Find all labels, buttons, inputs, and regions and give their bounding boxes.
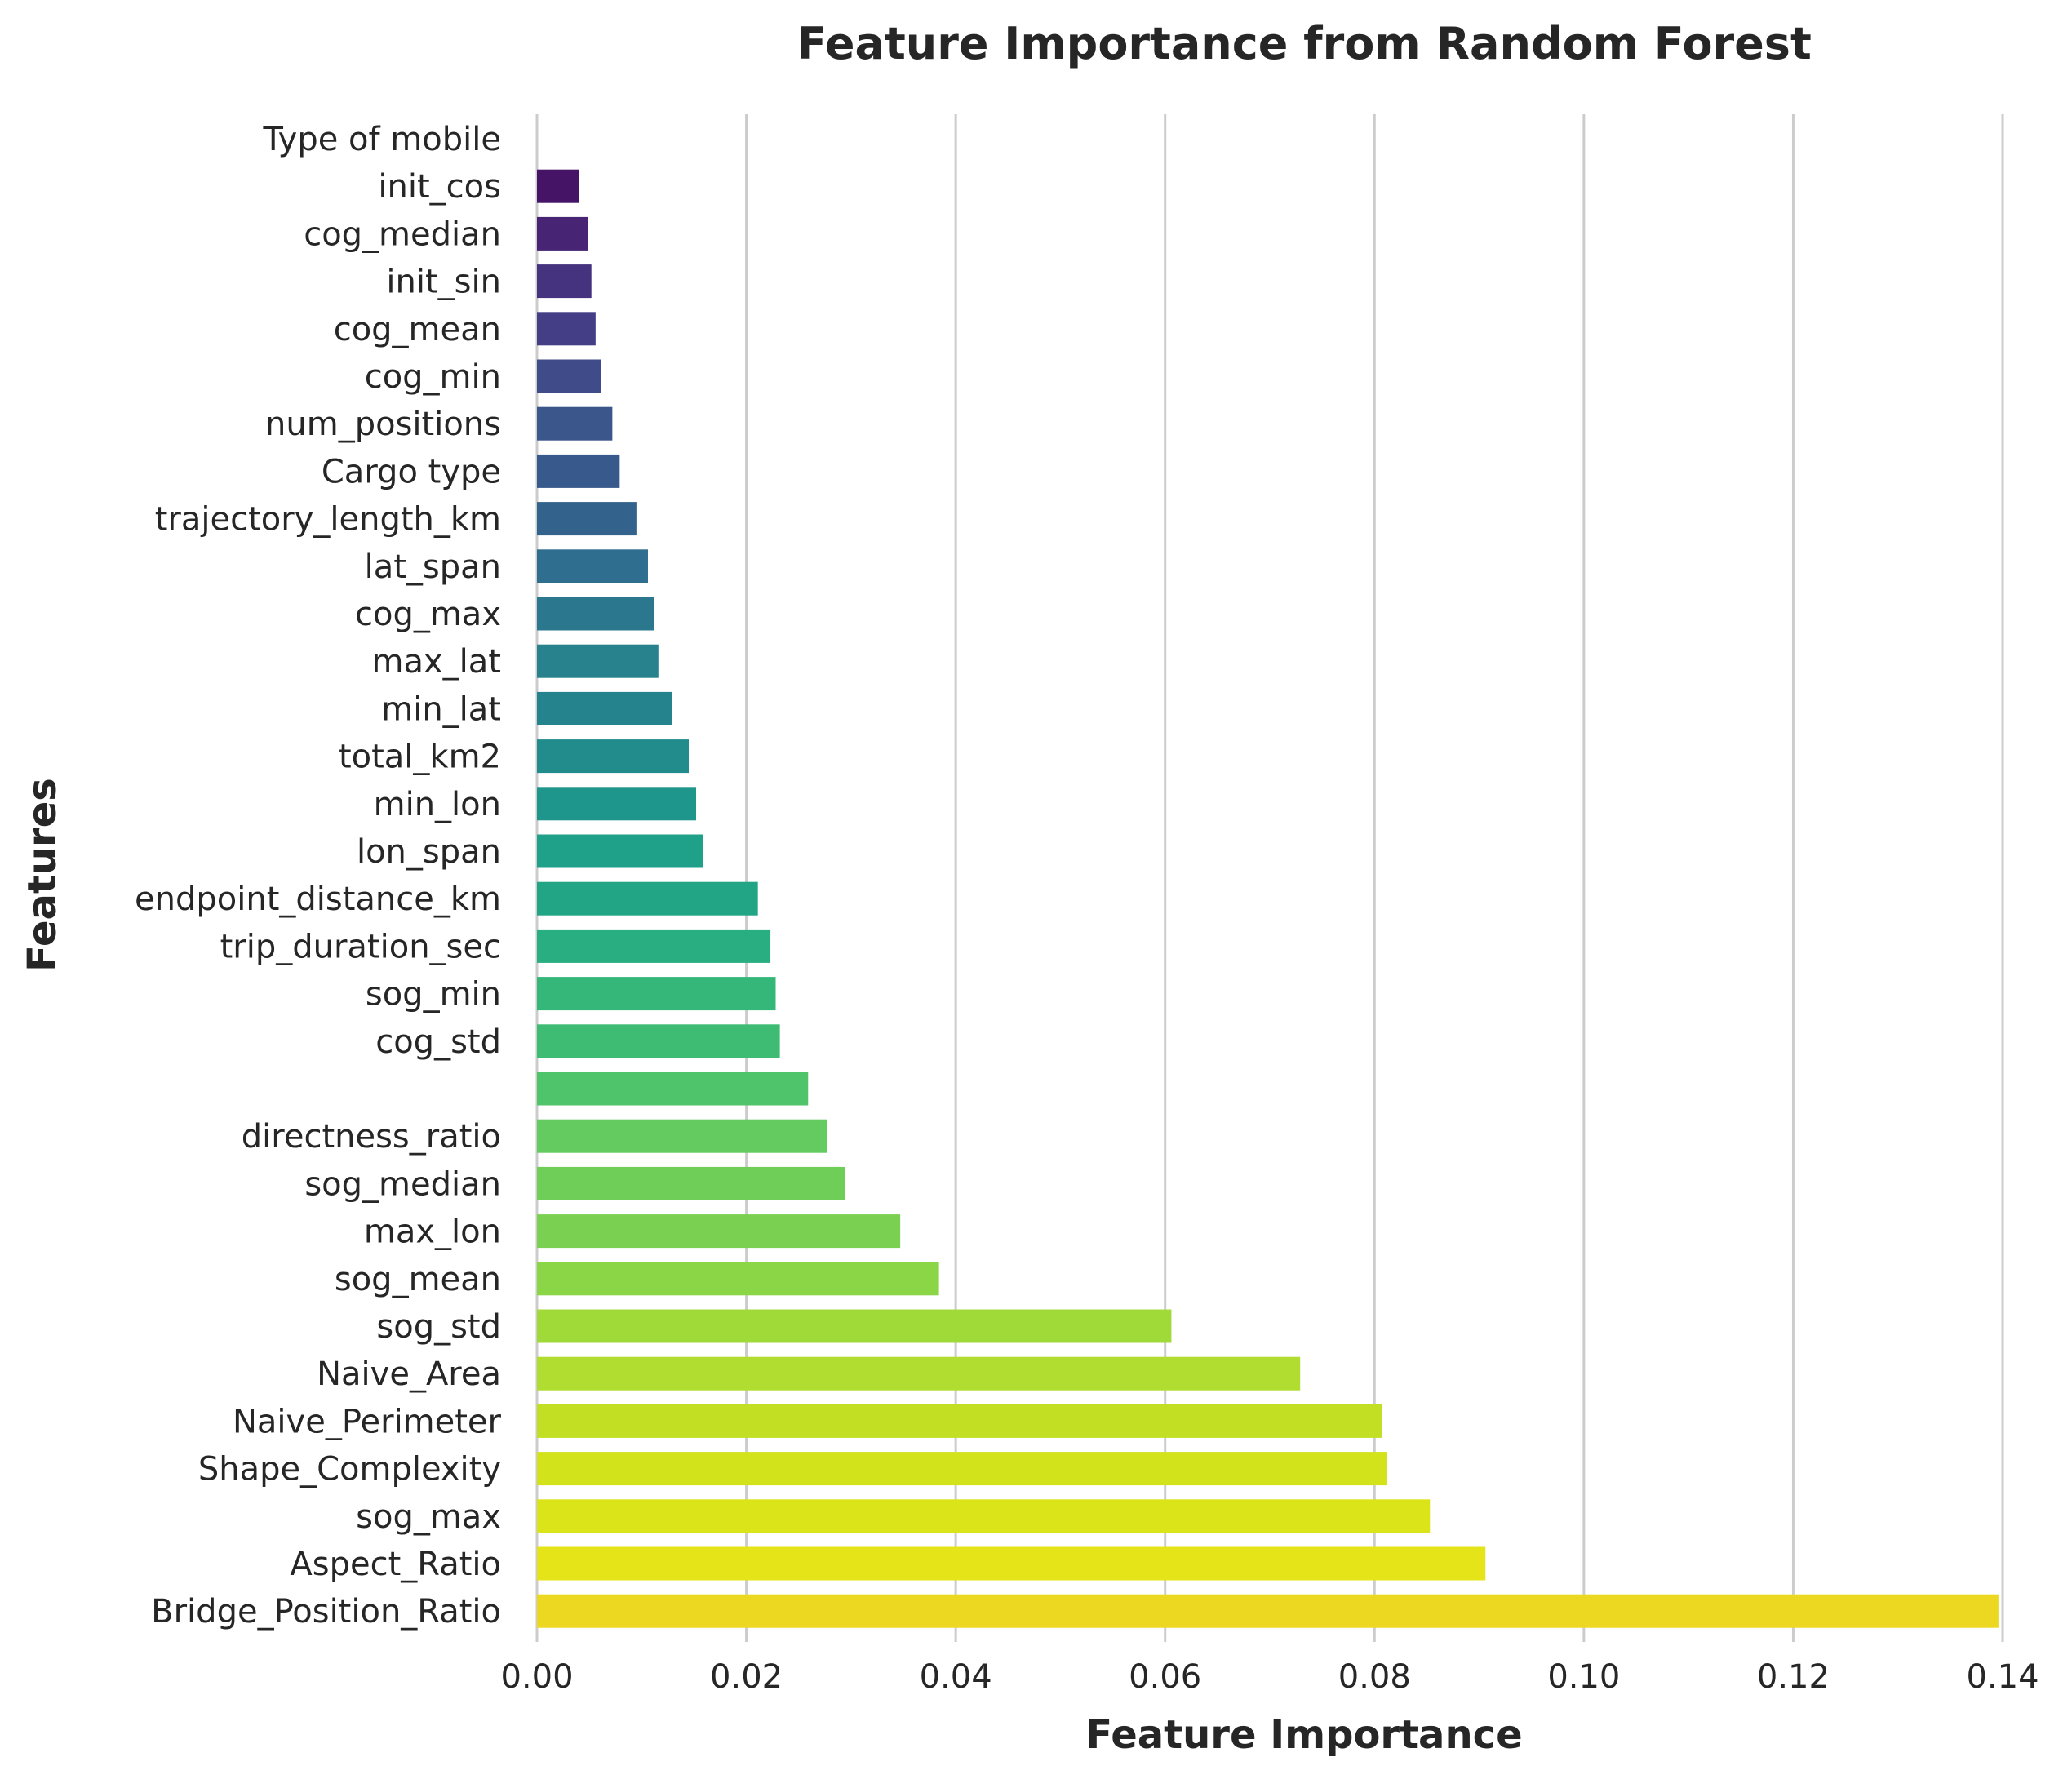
y-tick-label: cog_max [355,596,501,633]
bar [537,502,637,536]
bar [537,169,579,203]
x-tick-label: 0.00 [500,1658,573,1696]
y-tick-labels: Type of mobile init_cos cog_median init_sin… [135,121,502,1631]
bar [537,359,601,393]
bar [537,787,696,821]
y-tick-label: trip_duration_sec [220,928,501,965]
x-tick-label: 0.14 [1966,1658,2039,1696]
bar [537,454,620,488]
y-tick-label: init_sin [386,264,501,301]
bar [537,1072,809,1106]
bar [537,549,648,583]
y-tick-label: Naive_Perimeter [233,1403,502,1440]
y-tick-label: max_lat [372,643,501,681]
gridlines [535,114,2004,1642]
y-tick-label: sog_median [304,1165,501,1203]
x-tick-label: 0.04 [920,1658,992,1696]
bar [537,881,758,916]
x-tick-label: 0.06 [1129,1658,1201,1696]
x-tick-label: 0.08 [1338,1658,1411,1696]
y-tick-label: cog_min [365,358,501,396]
y-tick-label: cog_median [304,215,501,253]
bar [537,264,592,299]
bar [537,312,596,346]
x-tick-label: 0.12 [1757,1658,1830,1696]
y-axis-label: Features [20,778,65,972]
bar [537,1309,1172,1343]
bar [537,406,613,441]
y-tick-label: cog_std [375,1023,501,1061]
bar [537,834,703,868]
x-tick-labels: 0.00 0.02 0.04 0.06 0.08 0.10 0.12 0.14 [500,1658,2039,1696]
y-tick-label: lat_span [365,548,501,586]
y-tick-label: min_lon [374,786,501,823]
x-tick-label: 0.10 [1547,1658,1620,1696]
bar [537,739,690,774]
y-tick-label: Shape_Complexity [198,1451,501,1489]
bar [537,1166,845,1200]
y-tick-label: lon_span [357,833,501,871]
bar [537,597,654,631]
y-tick-label: Type of mobile [262,121,501,158]
bar [537,691,672,725]
bar [537,1262,939,1296]
bar [537,1024,780,1058]
y-tick-label: init_cos [378,168,501,206]
bar [537,977,776,1011]
bar [537,1594,1999,1628]
bar [537,1356,1301,1391]
y-tick-label: directness_ratio [242,1118,501,1156]
x-tick-label: 0.02 [710,1658,783,1696]
y-tick-label: Bridge_Position_Ratio [151,1593,501,1631]
y-tick-label: total_km2 [339,739,501,776]
chart-title: Feature Importance from Random Forest [796,18,1812,69]
bar [537,1214,901,1249]
y-tick-label: sog_min [366,976,501,1014]
bar [537,1404,1382,1438]
y-tick-label: Aspect_Ratio [290,1546,501,1583]
bar [537,644,659,678]
y-tick-label: sog_std [376,1308,501,1346]
bar [537,1546,1486,1581]
bar [537,1499,1431,1533]
bars [537,169,1999,1628]
bar [537,216,588,251]
y-tick-label: endpoint_distance_km [135,881,501,918]
bar [537,929,771,963]
y-tick-label: Cargo type [322,453,501,490]
y-tick-label: trajectory_length_km [155,501,501,539]
y-tick-label: cog_mean [334,311,501,348]
y-tick-label: sog_mean [335,1261,501,1298]
bar [537,1452,1387,1486]
x-axis-label: Feature Importance [1085,1712,1522,1758]
y-tick-label: min_lat [381,690,501,728]
y-tick-label: Naive_Area [317,1356,501,1393]
y-tick-label: sog_max [356,1498,501,1536]
y-tick-label: num_positions [265,406,501,443]
y-tick-label: max_lon [364,1214,501,1251]
bar [537,1119,827,1153]
